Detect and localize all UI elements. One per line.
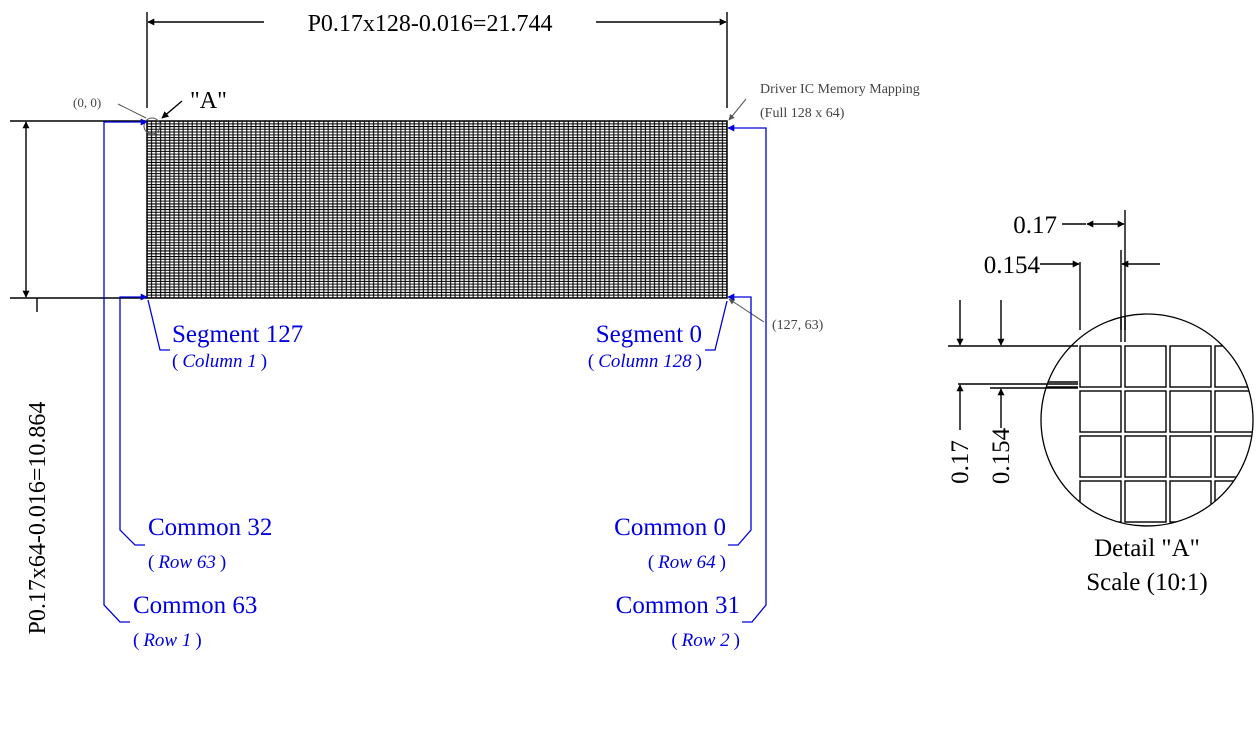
detail-scale: Scale (10:1) — [1086, 569, 1207, 596]
right-connector-common0 — [727, 293, 752, 546]
origin-circle — [143, 117, 161, 135]
origin-label: (0, 0) — [73, 95, 101, 110]
width-label: P0.17x128-0.016=21.744 — [308, 11, 553, 37]
end-leader — [728, 298, 765, 323]
left-label-common63: Common 63 (Row 1) — [133, 592, 257, 651]
mapping-note-leader — [728, 98, 747, 121]
right-label-common0: Common 0 (Row 64) — [614, 514, 726, 573]
right-connector-segment — [705, 300, 728, 351]
pixel-x-label: 0.154 — [984, 252, 1041, 279]
left-label-common32: Common 32 (Row 63) — [148, 514, 272, 573]
left-label-main: Common 32 — [148, 514, 272, 541]
right-label-common31: Common 31 (Row 2) — [616, 592, 740, 651]
right-label-main: Segment 0 — [596, 321, 702, 348]
left-label-sub: (Row 63) — [148, 552, 226, 573]
right-label-sub: (Column 128) — [588, 351, 702, 372]
left-label-main: Common 63 — [133, 592, 257, 619]
detail-title: Detail "A" — [1094, 535, 1200, 562]
mapping-note-line2: (Full 128 x 64) — [760, 106, 845, 121]
origin-leader — [117, 103, 147, 119]
detail-squares — [1079, 345, 1253, 526]
detail-pixel-square — [1169, 345, 1212, 388]
left-connector-common32 — [119, 293, 148, 546]
height-label: P0.17x64-0.016=10.864 — [25, 402, 51, 635]
detail-pixel-square — [1169, 390, 1212, 433]
height-dimension: P0.17x64-0.016=10.864 — [10, 120, 147, 635]
detail-pixel-square — [1124, 435, 1167, 478]
width-dimension: P0.17x128-0.016=21.744 — [146, 11, 728, 108]
detail-pixel-square — [1079, 345, 1122, 388]
end-marker: (127, 63) — [728, 298, 824, 333]
matrix-grid-lines — [147, 121, 727, 298]
left-connector-common63 — [103, 118, 148, 623]
left-label-sub: (Column 1) — [172, 351, 267, 372]
detail-pixel-square — [1124, 480, 1167, 523]
detail-pixel-square — [1214, 435, 1253, 478]
mapping-note-line1: Driver IC Memory Mapping — [760, 82, 920, 97]
right-label-main: Common 31 — [616, 592, 740, 619]
right-label-sub: (Row 2) — [671, 630, 740, 651]
left-label-segment127: Segment 127 (Column 1) — [172, 321, 303, 372]
right-label-segment0: Segment 0 (Column 128) — [588, 321, 702, 372]
detail-a-ref: "A" — [190, 88, 227, 114]
origin-marker: (0, 0) "A" — [73, 88, 227, 135]
left-connector-segment — [147, 299, 170, 351]
pitch-y-label: 0.17 — [947, 440, 974, 484]
detail-pixel-square — [1169, 435, 1212, 478]
detail-pixel-square — [1079, 435, 1122, 478]
detail-pixel-square — [1124, 345, 1167, 388]
pixel-y-label: 0.154 — [988, 427, 1015, 484]
detail-pixel-square — [1214, 390, 1253, 433]
matrix-background — [147, 121, 727, 298]
detail-pixel-square — [1079, 390, 1122, 433]
detail-pixel-square — [1124, 390, 1167, 433]
detail-a-leader — [161, 100, 183, 119]
right-connector-common31 — [727, 124, 767, 623]
pitch-x-label: 0.17 — [1013, 212, 1057, 239]
left-connectors — [103, 118, 170, 623]
detail-pixel-square — [1214, 525, 1253, 526]
detail-a-view: 0.17 0.154 0.17 0.154 Detail "A" Scale (… — [947, 210, 1254, 596]
left-label-main: Segment 127 — [172, 321, 303, 348]
right-connectors — [705, 124, 767, 623]
detail-pixel-grid — [1041, 314, 1253, 526]
right-label-main: Common 0 — [614, 514, 726, 541]
left-label-sub: (Row 1) — [133, 630, 202, 651]
end-label: (127, 63) — [772, 318, 824, 333]
pixel-matrix — [146, 120, 728, 299]
right-label-sub: (Row 64) — [648, 552, 726, 573]
matrix-border — [146, 120, 728, 299]
mapping-note: Driver IC Memory Mapping (Full 128 x 64) — [728, 82, 920, 121]
